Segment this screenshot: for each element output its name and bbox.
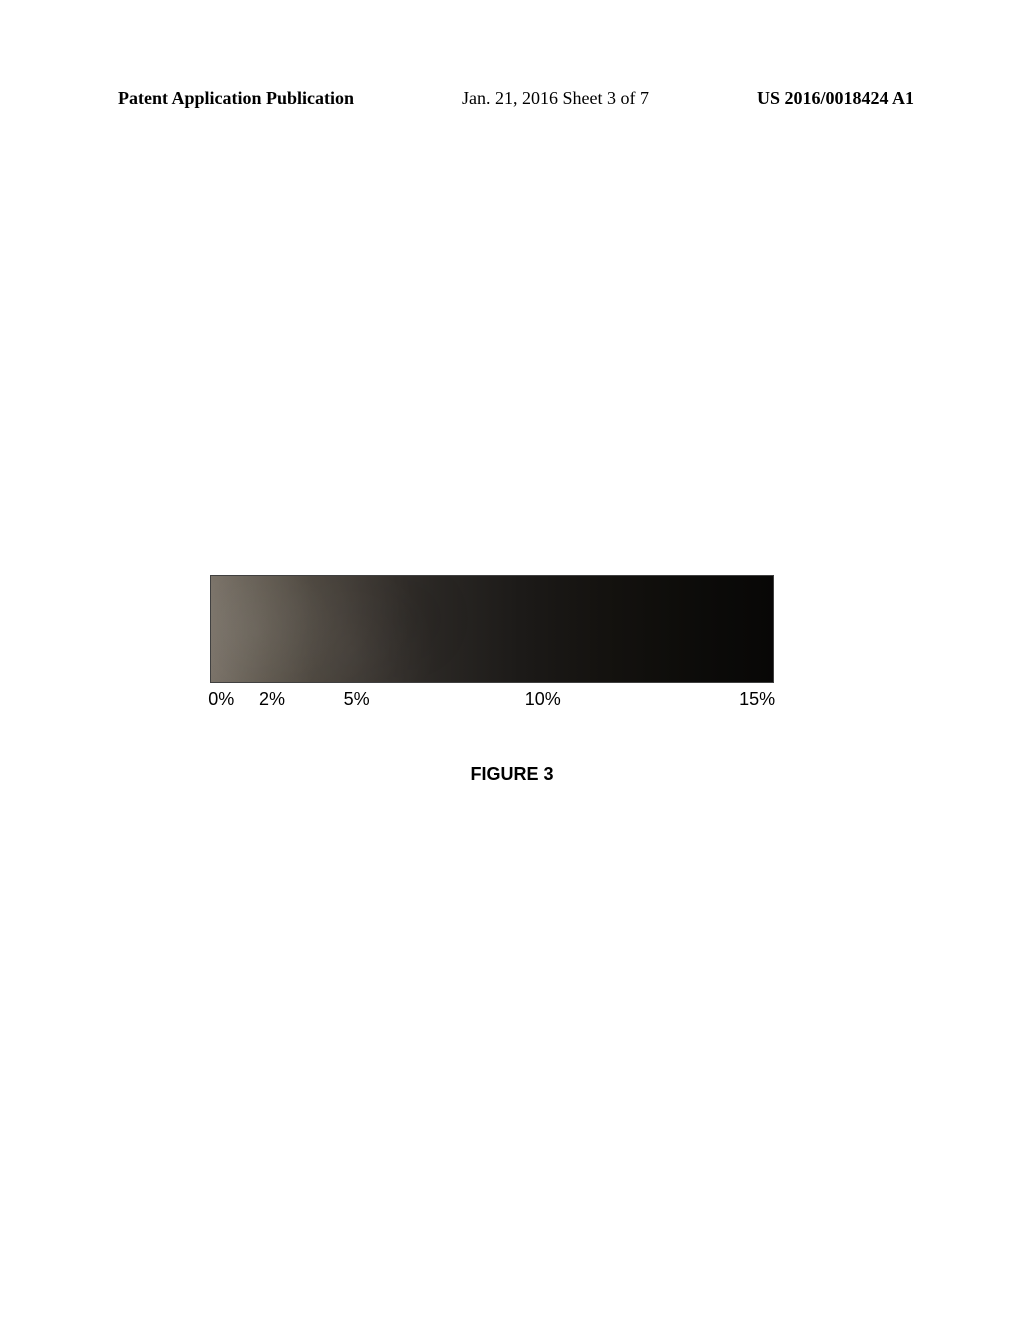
scale-labels-row: 0% 2% 5% 10% 15% [210, 689, 774, 719]
scale-label: 2% [259, 689, 285, 710]
header-publication-label: Patent Application Publication [118, 88, 354, 109]
scale-label: 15% [739, 689, 775, 710]
figure-caption: FIGURE 3 [0, 764, 1024, 785]
gradient-scale-bar [210, 575, 774, 683]
scale-label: 5% [344, 689, 370, 710]
header-sheet-info: Jan. 21, 2016 Sheet 3 of 7 [462, 88, 649, 109]
scale-label: 0% [208, 689, 234, 710]
figure-container: 0% 2% 5% 10% 15% [210, 575, 776, 719]
page-header: Patent Application Publication Jan. 21, … [0, 88, 1024, 109]
header-patent-number: US 2016/0018424 A1 [757, 88, 914, 109]
scale-label: 10% [525, 689, 561, 710]
